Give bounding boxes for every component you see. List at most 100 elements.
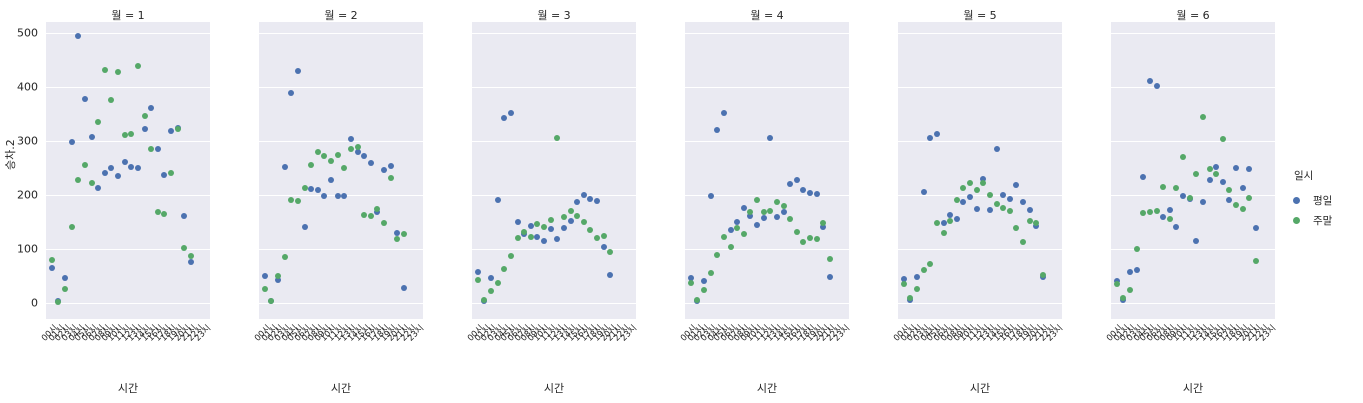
- data-point: [993, 145, 1000, 152]
- data-point: [168, 128, 175, 135]
- data-point: [281, 253, 288, 260]
- gridline: [1111, 32, 1275, 34]
- data-point: [101, 67, 108, 74]
- data-point: [986, 191, 993, 198]
- data-point: [1033, 223, 1040, 230]
- facet-title: 월 = 6: [1176, 9, 1210, 22]
- data-point: [1113, 281, 1120, 288]
- y-tick-label: 400: [17, 80, 38, 94]
- plot-area: [898, 22, 1062, 319]
- data-point: [95, 119, 102, 126]
- data-point: [826, 273, 833, 280]
- data-point: [128, 163, 135, 170]
- data-point: [1160, 184, 1167, 191]
- data-point: [334, 193, 341, 200]
- data-point: [594, 198, 601, 205]
- data-point: [607, 249, 614, 256]
- data-point: [161, 210, 168, 217]
- data-point: [1180, 154, 1187, 160]
- gridline: [259, 140, 423, 142]
- y-tick-label: 100: [17, 242, 38, 256]
- data-point: [714, 252, 721, 259]
- data-point: [767, 135, 774, 142]
- x-axis-label: 시간: [117, 382, 139, 395]
- data-point: [1146, 209, 1153, 216]
- data-point: [927, 261, 934, 268]
- data-point: [1219, 135, 1226, 142]
- data-point: [707, 270, 714, 277]
- data-point: [141, 112, 148, 119]
- data-point: [920, 189, 927, 196]
- data-point: [914, 273, 920, 280]
- data-point: [481, 297, 488, 304]
- data-point: [1033, 219, 1040, 226]
- facet-panel: 월 = 3 00시 01시 02시 03시 04시 05시 06시 07시 08시 09시 10시 11…: [466, 0, 639, 403]
- x-axis-label: 시간: [543, 382, 565, 395]
- data-point: [727, 243, 734, 250]
- data-point: [534, 233, 541, 240]
- data-point: [820, 220, 827, 227]
- data-point: [747, 208, 754, 215]
- data-point: [501, 266, 508, 273]
- data-point: [62, 274, 68, 281]
- data-point: [826, 255, 833, 262]
- data-point: [754, 221, 761, 228]
- legend-color-swatch-icon: [1293, 216, 1300, 224]
- legend: 일시 평일 주말: [1293, 168, 1332, 230]
- data-point: [81, 161, 88, 168]
- gridline: [898, 194, 1062, 196]
- data-point: [527, 222, 534, 229]
- plot-area: [685, 22, 849, 319]
- data-point: [308, 162, 315, 169]
- data-point: [1252, 225, 1259, 232]
- data-point: [760, 215, 767, 222]
- data-point: [940, 219, 947, 226]
- data-point: [321, 193, 328, 200]
- x-axis-label: 시간: [1182, 382, 1204, 395]
- data-point: [900, 281, 907, 288]
- data-point: [807, 235, 814, 241]
- data-point: [288, 196, 295, 203]
- gridline: [46, 194, 210, 196]
- data-point: [687, 280, 694, 287]
- data-point: [261, 273, 268, 280]
- data-point: [1140, 210, 1147, 217]
- data-point: [521, 228, 528, 235]
- data-point: [1226, 197, 1233, 204]
- gridline: [685, 302, 849, 304]
- data-point: [341, 192, 348, 199]
- data-point: [101, 169, 108, 176]
- data-point: [308, 185, 315, 192]
- data-point: [68, 223, 75, 230]
- data-point: [560, 214, 567, 221]
- data-point: [1000, 205, 1007, 212]
- data-point: [740, 205, 747, 212]
- data-point: [1206, 176, 1213, 183]
- data-point: [554, 135, 561, 142]
- gridline: [472, 194, 636, 196]
- data-point: [1193, 170, 1200, 177]
- data-point: [161, 171, 168, 178]
- data-point: [1127, 286, 1133, 293]
- data-point: [953, 197, 960, 204]
- data-point: [547, 216, 554, 223]
- data-point: [1113, 278, 1120, 285]
- data-point: [1206, 165, 1213, 172]
- data-point: [275, 273, 281, 280]
- data-point: [474, 276, 481, 283]
- data-point: [534, 220, 541, 227]
- data-point: [1133, 267, 1140, 274]
- data-point: [1213, 163, 1220, 170]
- legend-title: 일시: [1294, 170, 1314, 182]
- legend-entries: 평일 주말: [1293, 190, 1332, 230]
- y-tick-label: 500: [17, 26, 38, 40]
- data-point: [367, 213, 374, 220]
- data-point: [986, 206, 993, 213]
- data-point: [261, 285, 268, 292]
- data-point: [807, 189, 814, 196]
- data-point: [701, 278, 707, 285]
- x-axis-label: 시간: [756, 382, 778, 395]
- legend-item[interactable]: 주말: [1293, 210, 1332, 230]
- data-point: [727, 227, 734, 234]
- legend-item[interactable]: 평일: [1293, 190, 1332, 210]
